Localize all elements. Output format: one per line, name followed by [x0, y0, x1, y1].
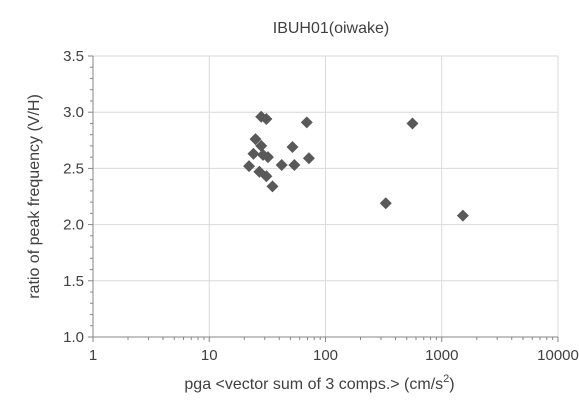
y-tick-label: 2.5 — [63, 160, 84, 177]
data-point — [379, 197, 392, 210]
data-point — [260, 170, 273, 183]
data-point — [260, 112, 273, 125]
y-axis-title: ratio of peak frequency (V/H) — [26, 94, 43, 299]
data-point — [275, 159, 288, 172]
y-tick-label: 2.0 — [63, 217, 84, 234]
y-tick-label: 1.0 — [63, 329, 84, 346]
chart-title: IBUH01(oiwake) — [273, 20, 389, 37]
data-point — [266, 180, 279, 193]
x-tick-label: 1000 — [425, 347, 458, 364]
data-point — [247, 147, 260, 160]
y-tick-label: 3.0 — [63, 104, 84, 121]
x-tick-label: 10 — [201, 347, 218, 364]
x-axis-title: pga <vector sum of 3 comps.> (cm/s2) — [184, 373, 454, 393]
data-point — [302, 152, 315, 165]
x-tick-label: 1 — [89, 347, 97, 364]
x-axis-tick-labels: 1 10 100 1000 10000 — [89, 347, 579, 364]
x-axis-title-superscript: 2 — [443, 373, 449, 385]
data-point — [255, 139, 268, 152]
y-tick-label: 3.5 — [63, 48, 84, 65]
x-tick-label: 10000 — [537, 347, 579, 364]
y-tick-label: 1.5 — [63, 273, 84, 290]
axes — [88, 55, 559, 342]
data-point — [249, 133, 262, 146]
data-point — [406, 117, 419, 130]
data-point — [286, 141, 299, 154]
y-axis-tick-labels: 1.0 1.5 2.0 2.5 3.0 3.5 — [63, 48, 84, 346]
x-axis-title-main: pga <vector sum of 3 comps.> (cm/s — [184, 376, 443, 393]
data-point — [243, 160, 256, 173]
x-tick-label: 100 — [313, 347, 338, 364]
data-point — [300, 116, 313, 129]
data-points — [243, 110, 469, 222]
gridlines — [93, 55, 559, 337]
data-point — [288, 159, 301, 172]
data-point — [261, 151, 274, 164]
x-axis-title-suffix: ) — [449, 376, 454, 393]
data-point — [456, 209, 469, 222]
